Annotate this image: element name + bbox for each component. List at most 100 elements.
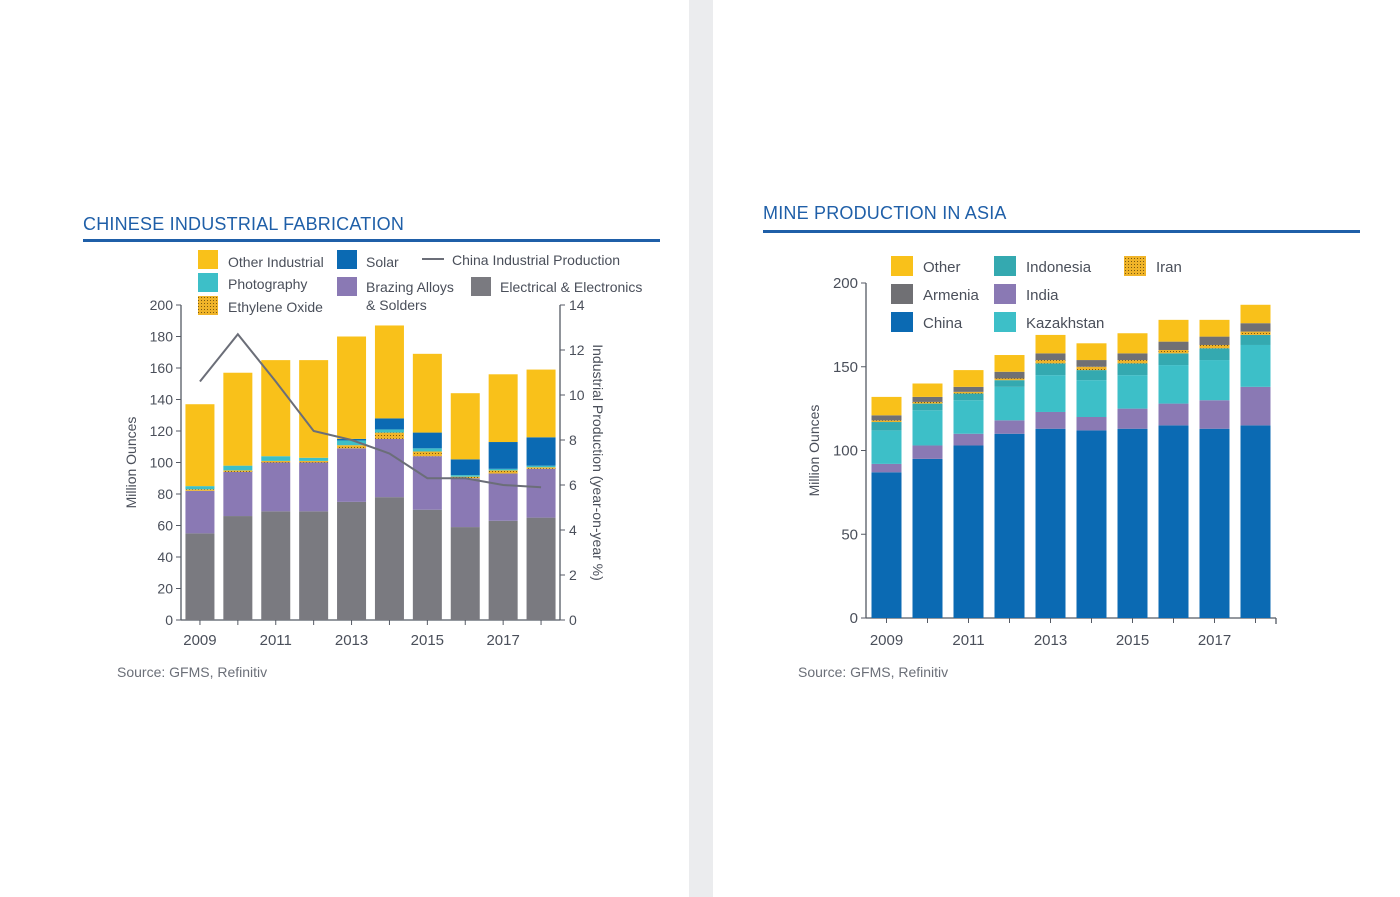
bar-armenia [1076, 360, 1107, 367]
bar-brazing-alloys-solders [299, 462, 329, 512]
bar-other-industrial [374, 325, 404, 419]
bar-brazing-alloys-solders [261, 462, 291, 512]
bar-photography [526, 465, 556, 468]
bar-other [1117, 333, 1148, 354]
legend-swatch-india [994, 284, 1016, 304]
y-tick-label: 60 [157, 518, 173, 534]
legend-swatch-solar [337, 250, 357, 269]
legend-label-indonesia: Indonesia [1026, 259, 1092, 276]
bar-ethylene-oxide [261, 460, 291, 463]
y-tick-label: 150 [833, 359, 858, 376]
bar-china [912, 458, 943, 618]
bar-photography [488, 468, 518, 471]
bar-india [1158, 403, 1189, 426]
bar-iran [953, 391, 984, 394]
bar-kazakhstan [994, 386, 1025, 421]
legend-swatch-iran [1124, 256, 1146, 276]
bar-electrical-electronics [299, 511, 329, 620]
bar-photography [299, 457, 329, 461]
bar-china [1035, 428, 1066, 618]
x-tick-label: 2011 [952, 632, 984, 649]
bar-brazing-alloys-solders [223, 471, 253, 517]
bar-other [1035, 334, 1066, 354]
bar-brazing-alloys-solders [374, 438, 404, 498]
legend-swatch-other [891, 256, 913, 276]
bar-other [994, 355, 1025, 372]
bar-china [1076, 430, 1107, 618]
bar-armenia [1035, 353, 1066, 361]
legend-label-ethylene-oxide: Ethylene Oxide [228, 299, 323, 315]
bar-indonesia [1158, 353, 1189, 366]
legend-swatch-ethylene-oxide [198, 296, 218, 315]
x-tick-label: 2015 [1116, 632, 1149, 649]
bar-photography [412, 448, 442, 452]
bar-indonesia [953, 393, 984, 401]
x-tick-label: 2009 [183, 632, 216, 649]
bar-ethylene-oxide [374, 432, 404, 439]
bar-india [994, 420, 1025, 434]
bar-indonesia [1199, 348, 1230, 361]
bar-electrical-electronics [374, 497, 404, 620]
bar-armenia [1158, 341, 1189, 350]
bar-armenia [953, 386, 984, 392]
bar-photography [223, 465, 253, 471]
bar-armenia [1199, 336, 1230, 345]
bar-other-industrial [299, 360, 329, 458]
legend-label-solar: Solar [366, 254, 399, 270]
bar-other [953, 370, 984, 387]
bar-ethylene-oxide [412, 451, 442, 457]
bar-brazing-alloys-solders [526, 468, 556, 518]
bar-solar [450, 459, 480, 476]
y-tick-label: 0 [165, 612, 173, 628]
bar-kazakhstan [1199, 360, 1230, 401]
bar-other-industrial [337, 336, 367, 439]
bar-india [912, 445, 943, 459]
bar-china [1240, 425, 1271, 618]
bar-kazakhstan [1035, 375, 1066, 412]
bar-armenia [871, 415, 902, 421]
bar-iran [1199, 344, 1230, 349]
bar-other [1158, 319, 1189, 342]
bar-ethylene-oxide [488, 470, 518, 474]
bar-ethylene-oxide [223, 470, 253, 472]
bar-china [1199, 428, 1230, 618]
page-gutter [689, 0, 713, 897]
legend-swatch-photography [198, 273, 218, 292]
legend-label-brazing-alloys: Brazing Alloys [366, 279, 454, 295]
bar-brazing-alloys-solders [412, 456, 442, 510]
y-tick-label: 200 [833, 275, 858, 292]
source-note-mine-production: Source: GFMS, Refinitiv [798, 664, 949, 680]
x-tick-label: 2013 [335, 632, 368, 649]
bar-other-industrial [526, 369, 556, 438]
bar-india [1035, 411, 1066, 429]
legend-label-other: Other [923, 259, 961, 276]
bar-photography [337, 440, 367, 446]
x-tick-label: 2015 [411, 632, 444, 649]
y-tick-label: 180 [150, 329, 174, 345]
bar-armenia [1240, 323, 1271, 332]
bar-indonesia [1117, 363, 1148, 376]
bar-armenia [912, 396, 943, 402]
y-tick-label: 20 [157, 581, 173, 597]
x-tick-label: 2011 [260, 632, 292, 649]
bar-electrical-electronics [337, 501, 367, 620]
bar-china [1117, 428, 1148, 618]
bar-electrical-electronics [223, 516, 253, 620]
y-tick-label: 160 [150, 360, 174, 376]
bar-indonesia [1035, 363, 1066, 376]
bar-kazakhstan [953, 400, 984, 434]
bar-other [871, 396, 902, 416]
bar-other-industrial [450, 393, 480, 460]
y-tick-label: 120 [150, 423, 174, 439]
x-tick-label: 2017 [1198, 632, 1231, 649]
bar-ethylene-oxide [299, 460, 329, 463]
bar-kazakhstan [912, 410, 943, 446]
legend-label-electrical-electronics: Electrical & Electronics [500, 279, 642, 295]
legend-label-china-industrial-production: China Industrial Production [452, 252, 620, 268]
bar-kazakhstan [1240, 344, 1271, 387]
legend-label-photography: Photography [228, 276, 307, 292]
legend-swatch-kazakhstan [994, 312, 1016, 332]
bar-photography [261, 456, 291, 461]
bar-brazing-alloys-solders [185, 490, 215, 534]
bar-india [871, 463, 902, 473]
